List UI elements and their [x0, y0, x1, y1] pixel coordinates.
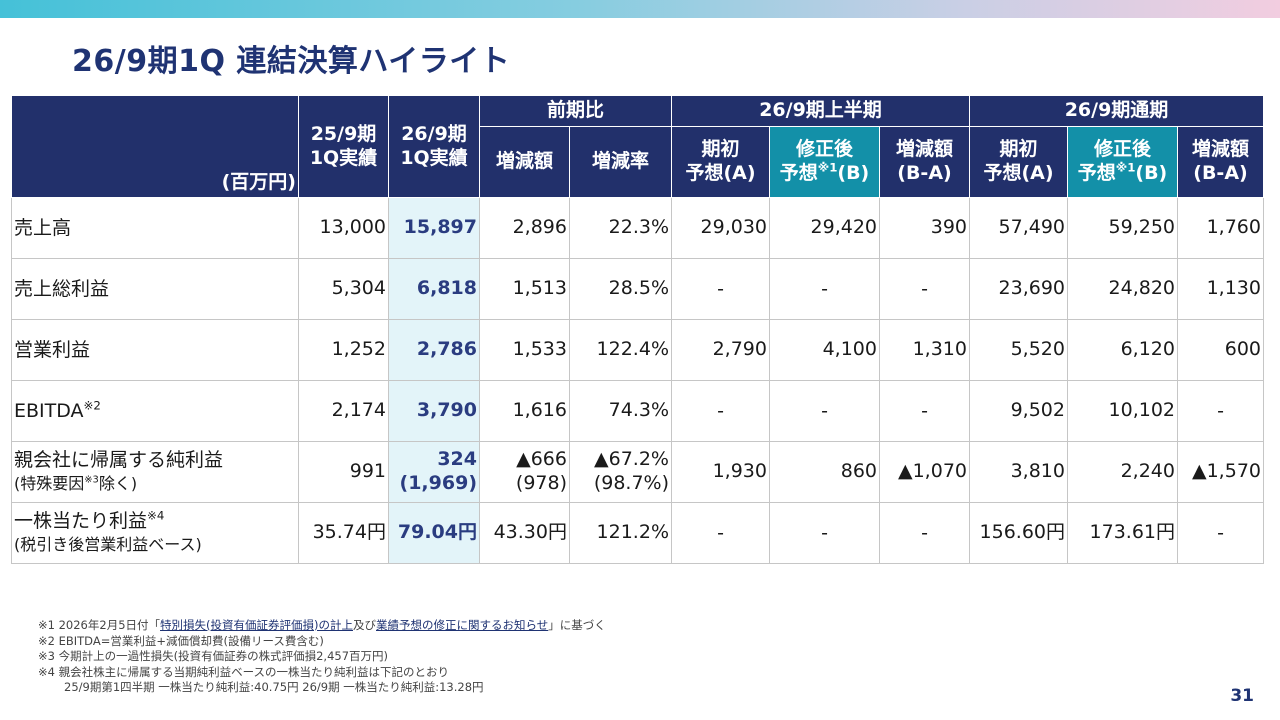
cell-full-revised: 173.61円 [1067, 502, 1178, 564]
col-group-half: 26/9期上半期 [671, 95, 970, 127]
cell-cur-q1: 79.04円 [388, 502, 480, 564]
cell-prev-q1: 5,304 [298, 258, 389, 320]
cell-yoy-rate: 122.4% [569, 319, 672, 381]
col-half-diff: 増減額 (B-A) [879, 126, 970, 198]
cell-full-initial: 156.60円 [969, 502, 1068, 564]
cell-full-initial: 3,810 [969, 441, 1068, 503]
cell-full-revised: 59,250 [1067, 197, 1178, 259]
cell-yoy-diff: 1,533 [479, 319, 570, 381]
cell-yoy-rate: 121.2% [569, 502, 672, 564]
top-gradient-bar [0, 0, 1280, 18]
cell-half-revised: - [769, 380, 880, 442]
col-yoy-diff: 増減額 [479, 126, 570, 198]
cell-cur-q1: 15,897 [388, 197, 480, 259]
footnote-3: ※3 今期計上の一過性損失(投資有価証券の株式評価損2,457百万円) [38, 649, 389, 664]
cell-full-initial: 23,690 [969, 258, 1068, 320]
link-forecast-revision[interactable]: 業績予想の修正に関するお知らせ [376, 618, 549, 632]
cell-half-diff: - [879, 380, 970, 442]
cell-yoy-rate: 28.5% [569, 258, 672, 320]
row-label: 売上高 [11, 197, 299, 259]
cell-full-revised: 6,120 [1067, 319, 1178, 381]
cell-full-initial: 57,490 [969, 197, 1068, 259]
cell-prev-q1: 35.74円 [298, 502, 389, 564]
cell-prev-q1: 1,252 [298, 319, 389, 381]
col-group-full: 26/9期通期 [969, 95, 1264, 127]
col-prev-q1: 25/9期 1Q実績 [298, 95, 389, 198]
cell-half-revised: - [769, 258, 880, 320]
cell-half-diff: - [879, 258, 970, 320]
cell-half-initial: - [671, 258, 770, 320]
cell-yoy-diff: 43.30円 [479, 502, 570, 564]
col-half-initial: 期初 予想(A) [671, 126, 770, 198]
row-label: 売上総利益 [11, 258, 299, 320]
page-title: 26/9期1Q 連結決算ハイライト [72, 44, 511, 79]
col-full-revised: 修正後 予想※1(B) [1067, 126, 1178, 198]
row-label: EBITDA※2 [11, 380, 299, 442]
table-row: EBITDA※2 2,174 3,790 1,616 74.3% - - - 9… [11, 380, 1264, 442]
cell-yoy-diff: 1,513 [479, 258, 570, 320]
cell-half-diff: 1,310 [879, 319, 970, 381]
table-row: 営業利益 1,252 2,786 1,533 122.4% 2,790 4,10… [11, 319, 1264, 381]
cell-full-diff: 600 [1177, 319, 1264, 381]
col-cur-q1: 26/9期 1Q実績 [388, 95, 480, 198]
cell-half-initial: 2,790 [671, 319, 770, 381]
cell-full-diff: 1,130 [1177, 258, 1264, 320]
cell-half-revised: - [769, 502, 880, 564]
cell-full-revised: 10,102 [1067, 380, 1178, 442]
footnote-1: ※1 2026年2月5日付「特別損失(投資有価証券評価損)の計上及び業績予想の修… [38, 618, 606, 632]
cell-yoy-rate: 22.3% [569, 197, 672, 259]
cell-half-diff: - [879, 502, 970, 564]
cell-full-diff: 1,760 [1177, 197, 1264, 259]
col-group-yoy: 前期比 [479, 95, 672, 127]
col-half-revised: 修正後 予想※1(B) [769, 126, 880, 198]
footnote-4: ※4 親会社株主に帰属する当期純利益ベースの一株当たり純利益は下記のとおり [38, 664, 450, 679]
cell-full-revised: 2,240 [1067, 441, 1178, 503]
cell-full-diff: ▲1,570 [1177, 441, 1264, 503]
footnote-2: ※2 EBITDA=営業利益+減価償却費(設備リース費含む) [38, 633, 324, 648]
cell-full-diff: - [1177, 380, 1264, 442]
cell-prev-q1: 2,174 [298, 380, 389, 442]
cell-cur-q1: 6,818 [388, 258, 480, 320]
row-label: 親会社に帰属する純利益 (特殊要因※3除く) [11, 441, 299, 503]
row-label: 一株当たり利益※4 (税引き後営業利益ベース) [11, 502, 299, 564]
cell-full-diff: - [1177, 502, 1264, 564]
cell-half-initial: - [671, 380, 770, 442]
table-row: 売上高 13,000 15,897 2,896 22.3% 29,030 29,… [11, 197, 1264, 259]
cell-yoy-diff: 2,896 [479, 197, 570, 259]
cell-half-revised: 860 [769, 441, 880, 503]
cell-yoy-diff: 1,616 [479, 380, 570, 442]
unit-label: (百万円) [11, 95, 299, 198]
cell-half-diff: ▲1,070 [879, 441, 970, 503]
cell-full-revised: 24,820 [1067, 258, 1178, 320]
col-yoy-rate: 増減率 [569, 126, 672, 198]
table-row: 売上総利益 5,304 6,818 1,513 28.5% - - - 23,6… [11, 258, 1264, 320]
link-special-loss[interactable]: 特別損失(投資有価証券評価損)の計上 [160, 618, 353, 632]
cell-half-revised: 29,420 [769, 197, 880, 259]
cell-cur-q1: 3,790 [388, 380, 480, 442]
cell-half-initial: 29,030 [671, 197, 770, 259]
cell-cur-q1: 324 (1,969) [388, 441, 480, 503]
cell-prev-q1: 991 [298, 441, 389, 503]
footnotes: ※1 2026年2月5日付「特別損失(投資有価証券評価損)の計上及び業績予想の修… [38, 618, 606, 696]
cell-half-initial: - [671, 502, 770, 564]
col-full-diff: 増減額 (B-A) [1177, 126, 1264, 198]
cell-half-initial: 1,930 [671, 441, 770, 503]
cell-yoy-diff: ▲666 (978) [479, 441, 570, 503]
footnote-4-detail: 25/9期第1四半期 一株当たり純利益:40.75円 26/9期 一株当たり純利… [64, 680, 484, 695]
cell-prev-q1: 13,000 [298, 197, 389, 259]
table-row: 親会社に帰属する純利益 (特殊要因※3除く) 991 324 (1,969) ▲66… [11, 441, 1264, 503]
cell-half-diff: 390 [879, 197, 970, 259]
cell-half-revised: 4,100 [769, 319, 880, 381]
cell-cur-q1: 2,786 [388, 319, 480, 381]
page-number: 31 [1230, 686, 1254, 706]
cell-full-initial: 9,502 [969, 380, 1068, 442]
cell-full-initial: 5,520 [969, 319, 1068, 381]
financial-highlights-table: (百万円) 25/9期 1Q実績 26/9期 1Q実績 前期比 26/9期上半期 2… [11, 95, 1264, 564]
table-row: 一株当たり利益※4 (税引き後営業利益ベース) 35.74円 79.04円 43.… [11, 502, 1264, 564]
row-label: 営業利益 [11, 319, 299, 381]
cell-yoy-rate: ▲67.2% (98.7%) [569, 441, 672, 503]
cell-yoy-rate: 74.3% [569, 380, 672, 442]
col-full-initial: 期初 予想(A) [969, 126, 1068, 198]
